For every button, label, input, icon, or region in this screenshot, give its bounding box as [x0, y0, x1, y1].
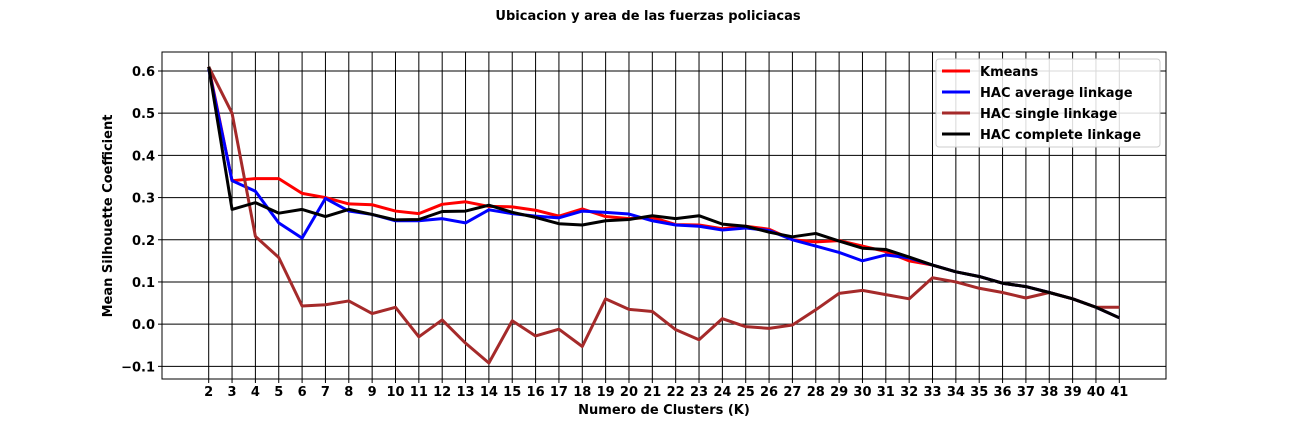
x-axis: 2 3 4 5 6 7 8 9 10 11 12 13 14 15 16 17 18 19 20 21 22 23 24 25… [204, 379, 1128, 400]
x-tick-label: 34 [947, 385, 965, 400]
x-tick-label: 29 [830, 385, 848, 400]
legend-box [935, 58, 1161, 148]
x-tick-label: 19 [597, 385, 615, 400]
x-tick-label: 11 [410, 385, 428, 400]
x-tick-label: 40 [1087, 385, 1105, 400]
x-tick-label: 10 [386, 385, 404, 400]
x-tick-label: 18 [573, 385, 591, 400]
x-tick-label: 3 [228, 385, 237, 400]
series-line-hac-single-linkage [207, 66, 1120, 365]
x-tick-label: 27 [783, 385, 801, 400]
x-tick-label: 2 [204, 385, 213, 400]
x-tick-label: 39 [1064, 385, 1082, 400]
x-tick-label: 28 [807, 385, 825, 400]
y-tick-label: 0.3 [132, 192, 155, 207]
y-axis: −0.1 0.0 0.1 0.2 0.3 0.4 0.5 0.6 [121, 65, 162, 375]
legend-label: HAC complete linkage [980, 128, 1141, 143]
y-tick-label: 0.2 [132, 234, 155, 249]
y-tick-label: 0.5 [132, 107, 155, 122]
y-axis-title: Mean Silhouette Coefficient [101, 115, 116, 318]
x-tick-label: 36 [994, 385, 1012, 400]
x-tick-label: 9 [368, 385, 377, 400]
y-tick-label: 0.0 [132, 318, 155, 333]
legend-label: HAC average linkage [980, 86, 1133, 101]
y-tick-label: 0.1 [132, 276, 155, 291]
x-tick-label: 21 [643, 385, 661, 400]
x-tick-label: 14 [480, 385, 498, 400]
x-tick-label: 15 [503, 385, 521, 400]
x-tick-label: 20 [620, 385, 638, 400]
x-tick-label: 8 [344, 385, 353, 400]
x-tick-label: 4 [251, 385, 260, 400]
y-tick-label: −0.1 [121, 360, 155, 375]
x-tick-label: 22 [667, 385, 685, 400]
x-tick-label: 16 [527, 385, 545, 400]
x-tick-label: 37 [1017, 385, 1035, 400]
x-tick-label: 30 [853, 385, 871, 400]
x-tick-label: 41 [1110, 385, 1128, 400]
x-axis-title: Numero de Clusters (K) [578, 403, 750, 418]
x-tick-label: 7 [321, 385, 330, 400]
x-tick-label: 35 [970, 385, 988, 400]
x-tick-label: 6 [298, 385, 307, 400]
x-tick-label: 33 [923, 385, 941, 400]
x-tick-label: 23 [690, 385, 708, 400]
x-tick-label: 12 [433, 385, 451, 400]
x-tick-label: 24 [713, 385, 731, 400]
plot-frame [161, 51, 1167, 380]
x-tick-label: 26 [760, 385, 778, 400]
x-tick-label: 31 [877, 385, 895, 400]
x-tick-label: 5 [274, 385, 283, 400]
legend-label: Kmeans [980, 65, 1038, 80]
y-tick-label: 0.6 [132, 65, 155, 80]
x-tick-label: 17 [550, 385, 568, 400]
series-lines [207, 66, 1120, 365]
legend-label: HAC single linkage [980, 107, 1117, 122]
x-tick-label: 32 [900, 385, 918, 400]
x-tick-label: 25 [737, 385, 755, 400]
x-tick-label: 38 [1040, 385, 1058, 400]
y-tick-label: 0.4 [132, 149, 155, 164]
chart-title: Ubicacion y area de las fuerzas policiac… [495, 9, 800, 24]
series-line-hac-complete-linkage [207, 66, 1120, 320]
x-tick-label: 13 [456, 385, 474, 400]
legend: Kmeans HAC average linkage HAC single link… [935, 58, 1161, 148]
